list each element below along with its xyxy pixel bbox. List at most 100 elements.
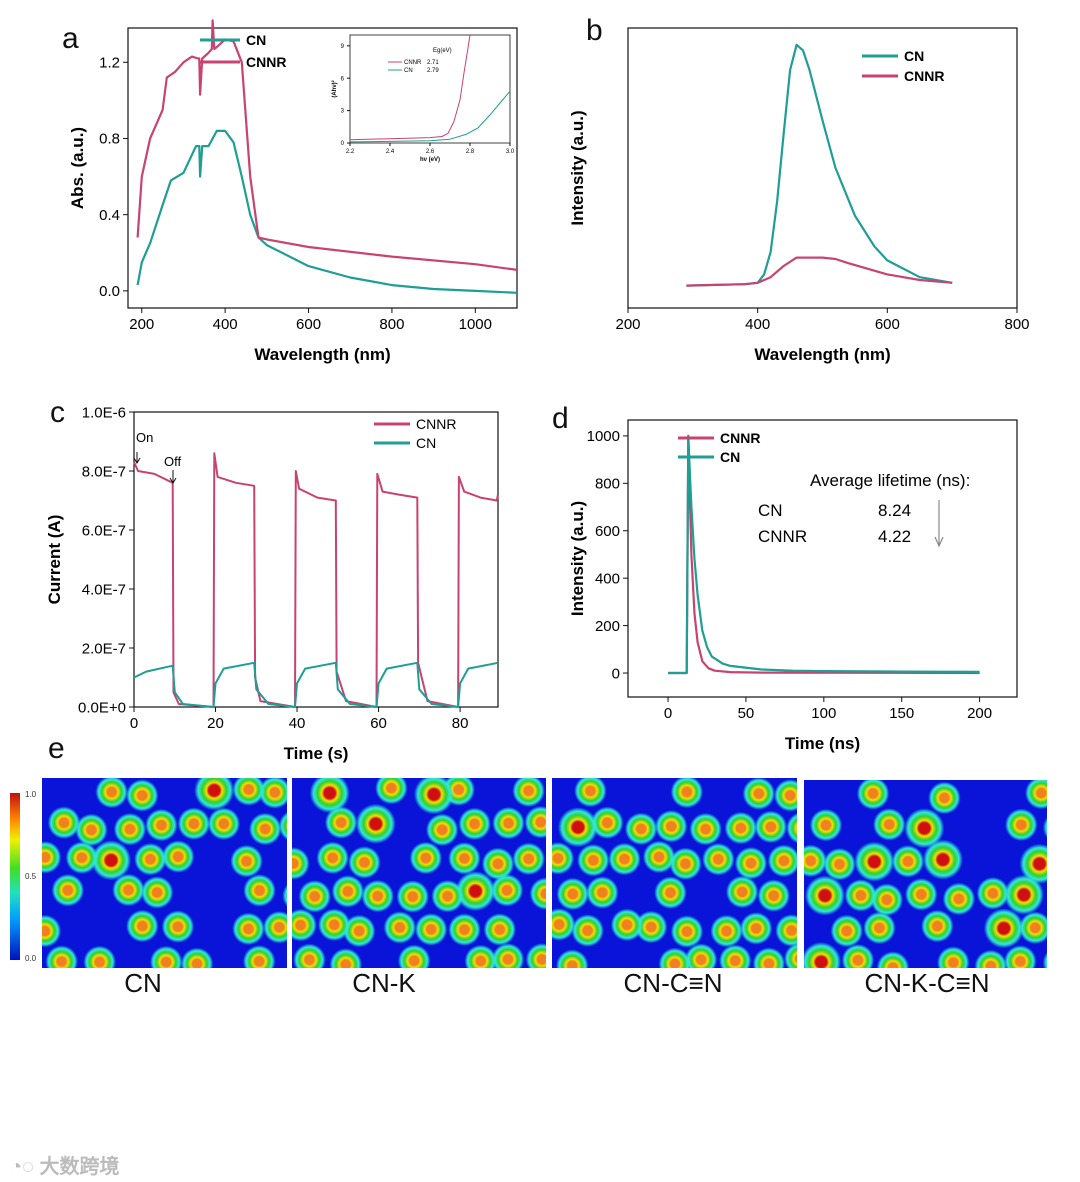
elf-map-cn	[42, 778, 287, 968]
legend-label: CNNR	[416, 416, 456, 432]
y-tick-label: 0	[341, 141, 345, 147]
x-tick-label: 2.2	[346, 149, 355, 155]
legend-label: CN	[720, 449, 740, 465]
x-tick-label: 2.6	[426, 149, 435, 155]
colorbar-tick: 0.5	[25, 872, 37, 881]
elf-label: CN	[124, 968, 162, 998]
legend-label: CN	[904, 48, 924, 64]
series-line-cn	[133, 661, 499, 708]
x-axis-title: Wavelength (nm)	[254, 345, 390, 364]
y-tick-label: 2.0E-7	[82, 640, 126, 657]
series-line-cn	[136, 129, 518, 294]
y-tick-label: 800	[595, 476, 620, 493]
x-tick-label: 200	[967, 705, 992, 722]
inset-legend-title: Eg(eV)	[433, 48, 452, 54]
y-axis-title: (Ahν)²	[331, 80, 338, 97]
y-tick-label: 400	[595, 570, 620, 587]
legend-label: CNNR	[720, 430, 760, 446]
chart-b: 200 400 600 800 Wavelength (nm) Intensity (a.…	[568, 27, 1030, 364]
x-tick-label: 800	[1004, 316, 1029, 333]
elf-label: CN-C≡N	[623, 968, 723, 998]
elf-map-cn-cn	[552, 778, 797, 968]
panel-label-a: a	[62, 22, 79, 55]
series-line-cnnr	[686, 256, 953, 287]
chart-d: 0 50 100 150 200 0 200 400 600 800 1000 Time (ns) In…	[568, 419, 1018, 753]
panel-label-c: c	[50, 396, 65, 429]
x-tick-label: 60	[370, 715, 387, 732]
x-tick-label: 2.8	[466, 149, 475, 155]
annotation-off: Off	[164, 454, 181, 469]
down-arrow-icon	[934, 500, 944, 548]
legend-value: 2.71	[427, 60, 439, 66]
lifetime-name: CNNR	[758, 527, 807, 546]
watermark-text: 大数跨境	[39, 1156, 120, 1178]
arrow-icon	[133, 452, 177, 484]
x-tick-label: 2.4	[386, 149, 395, 155]
colorbar-tick: 1.0	[25, 790, 37, 799]
elf-map-cn-k-cn	[804, 780, 1047, 968]
y-tick-label: 3	[341, 109, 345, 115]
y-tick-label: 600	[595, 523, 620, 540]
x-tick-label: 150	[889, 705, 914, 722]
series-line-cn	[349, 90, 511, 143]
y-axis-title: Abs. (a.u.)	[68, 127, 87, 209]
legend-label: CN	[416, 435, 436, 451]
plot-frame	[133, 411, 499, 708]
elf-map-cn-k	[292, 778, 546, 968]
legend-label: CN	[404, 68, 413, 74]
legend-label: CNNR	[246, 54, 286, 70]
y-axis-title: Intensity (a.u.)	[568, 501, 587, 616]
y-tick-label: 8.0E-7	[82, 463, 126, 480]
annotation-on: On	[136, 430, 153, 445]
plot-frame	[627, 27, 1018, 309]
y-tick-label: 0.0E+0	[78, 699, 126, 716]
x-axis-title: Time (ns)	[785, 734, 860, 753]
watermark: ◔◌ 大数跨境	[10, 1150, 120, 1179]
elf-label: CN-K-C≡N	[864, 968, 990, 998]
y-tick-label: 0.4	[99, 207, 120, 224]
x-tick-label: 600	[296, 316, 321, 333]
series-line-cn	[686, 43, 953, 287]
panel-label-e: e	[48, 732, 65, 765]
x-axis-title: hν (eV)	[420, 157, 440, 163]
elf-label: CN-K	[352, 968, 416, 998]
x-tick-label: 100	[811, 705, 836, 722]
plot-frame	[127, 27, 518, 309]
series-line-cnnr	[349, 34, 471, 141]
x-tick-label: 50	[738, 705, 755, 722]
x-tick-label: 400	[213, 316, 238, 333]
y-tick-label: 0.0	[99, 283, 120, 300]
x-tick-label: 0	[130, 715, 138, 732]
x-tick-label: 1000	[459, 316, 492, 333]
x-tick-label: 200	[615, 316, 640, 333]
inset-background	[342, 30, 516, 160]
x-tick-label: 600	[875, 316, 900, 333]
x-tick-label: 20	[207, 715, 224, 732]
x-axis-title: Time (s)	[284, 744, 349, 763]
x-tick-label: 80	[452, 715, 469, 732]
chart-a-inset: 2.2 2.4 2.6 2.8 3.0 0 3 6 9 hν (eV) (Ahν)² Eg(eV) CN…	[331, 30, 516, 163]
legend-label: CNNR	[904, 68, 944, 84]
plot-frame	[627, 419, 1018, 698]
chart-c: 0 20 40 60 80 0.0E+0 2.0E-7 4.0E-7 6.0E-7 8.0E-7 1…	[45, 404, 499, 763]
y-axis-title: Intensity (a.u.)	[568, 110, 587, 225]
series-line-cnnr	[136, 19, 518, 271]
series-line-cnnr	[133, 452, 499, 708]
y-tick-label: 9	[341, 44, 345, 50]
x-tick-label: 800	[379, 316, 404, 333]
lifetime-name: CN	[758, 501, 783, 520]
lifetime-value: 4.22	[878, 527, 911, 546]
y-tick-label: 4.0E-7	[82, 581, 126, 598]
y-tick-label: 200	[595, 618, 620, 635]
y-tick-label: 0	[612, 665, 620, 682]
colorbar-tick: 0.0	[25, 954, 37, 963]
legend-label: CNNR	[404, 60, 422, 66]
y-axis-title: Current (A)	[45, 515, 64, 605]
x-tick-label: 400	[745, 316, 770, 333]
legend-value: 2.79	[427, 68, 439, 74]
y-tick-label: 1000	[587, 428, 620, 445]
chart-a: 200 400 600 800 1000 0.0 0.4 0.8 1.2 Wavelength (…	[68, 19, 518, 364]
y-tick-label: 6.0E-7	[82, 522, 126, 539]
